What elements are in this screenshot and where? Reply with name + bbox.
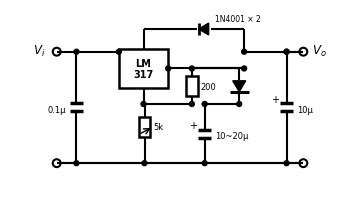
Polygon shape: [233, 81, 246, 92]
Circle shape: [237, 102, 242, 107]
Bar: [119, 49, 168, 89]
Circle shape: [189, 67, 194, 71]
Text: +: +: [271, 94, 279, 104]
Circle shape: [242, 50, 246, 55]
Text: 5k: 5k: [154, 123, 163, 132]
Circle shape: [74, 50, 79, 55]
Text: 10μ: 10μ: [297, 105, 313, 114]
Text: 317: 317: [133, 70, 154, 80]
Circle shape: [202, 161, 207, 166]
Circle shape: [74, 161, 79, 166]
Circle shape: [142, 161, 147, 166]
Circle shape: [117, 50, 121, 55]
Text: 1N4001 × 2: 1N4001 × 2: [215, 15, 260, 24]
Text: $V_o$: $V_o$: [312, 44, 327, 59]
Circle shape: [242, 67, 246, 71]
Circle shape: [284, 161, 289, 166]
Circle shape: [166, 67, 171, 71]
Text: +: +: [189, 120, 197, 130]
Circle shape: [189, 102, 194, 107]
Circle shape: [141, 102, 146, 107]
Circle shape: [284, 50, 289, 55]
Circle shape: [284, 50, 289, 55]
Bar: [139, 117, 150, 137]
Text: LM: LM: [135, 58, 151, 68]
Polygon shape: [199, 24, 209, 36]
Text: $V_i$: $V_i$: [33, 44, 45, 59]
Bar: [186, 77, 198, 97]
Text: 200: 200: [201, 82, 216, 91]
Text: 0.1μ: 0.1μ: [48, 105, 66, 114]
Circle shape: [202, 102, 207, 107]
Text: 10~20μ: 10~20μ: [215, 131, 248, 140]
